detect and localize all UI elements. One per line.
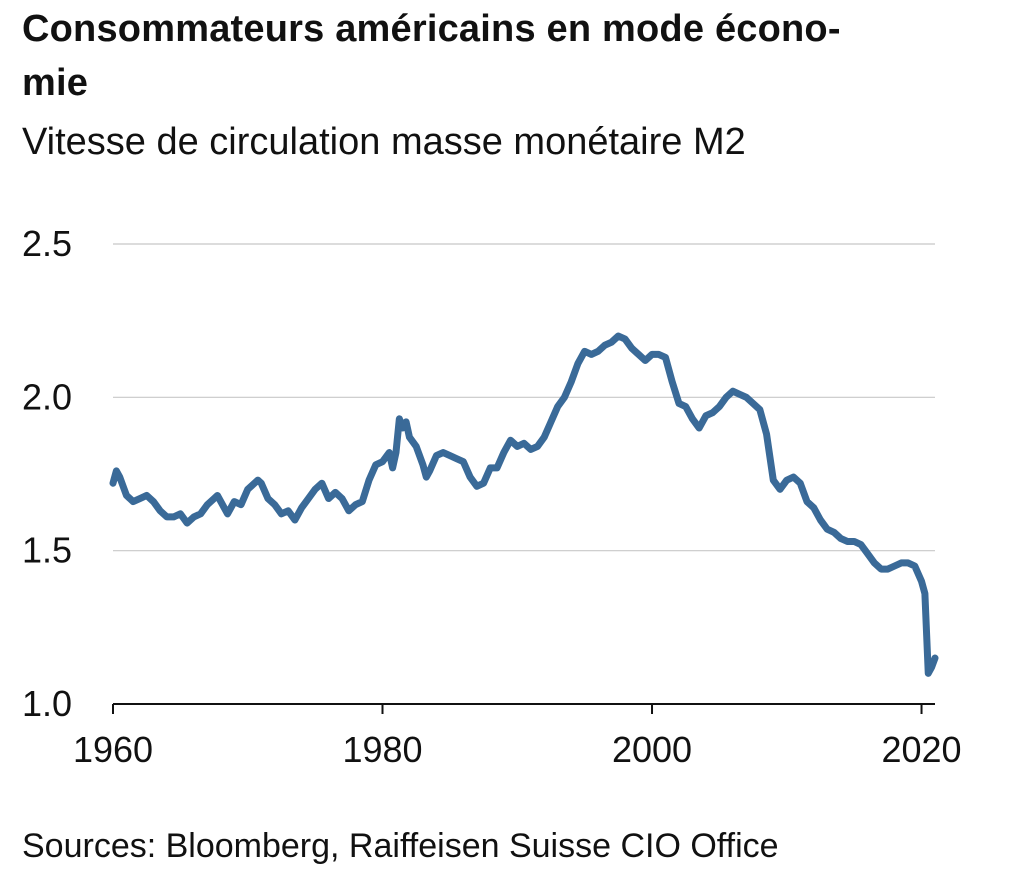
source-note: Sources: Bloomberg, Raiffeisen Suisse CI… <box>22 827 779 865</box>
y-tick-label-2-0: 2.0 <box>22 376 72 417</box>
grid-lines <box>113 243 935 552</box>
chart-axes <box>112 703 935 714</box>
x-tick-label-1980: 1980 <box>342 729 422 770</box>
chart-title: Consommateurs américains en mode écono- … <box>22 2 942 110</box>
y-tick-label-1-0: 1.0 <box>22 683 72 724</box>
series-line-1 <box>109 332 939 677</box>
y-tick-label-2-5: 2.5 <box>22 223 72 264</box>
series-layer <box>109 332 939 677</box>
chart-title-line-1: Consommateurs américains en mode écono- <box>22 8 841 50</box>
x-tick-label-2000: 2000 <box>612 729 692 770</box>
tick-labels: 1960 1980 2000 2020 1.0 1.5 2.0 2.5 <box>22 223 962 770</box>
x-tick-label-1960: 1960 <box>73 729 153 770</box>
chart-subtitle: Vitesse de circulation masse monétaire M… <box>22 121 746 163</box>
chart-title-line-2: mie <box>22 62 89 104</box>
y-tick-label-1-5: 1.5 <box>22 530 72 571</box>
x-tick-label-2020: 2020 <box>881 729 961 770</box>
